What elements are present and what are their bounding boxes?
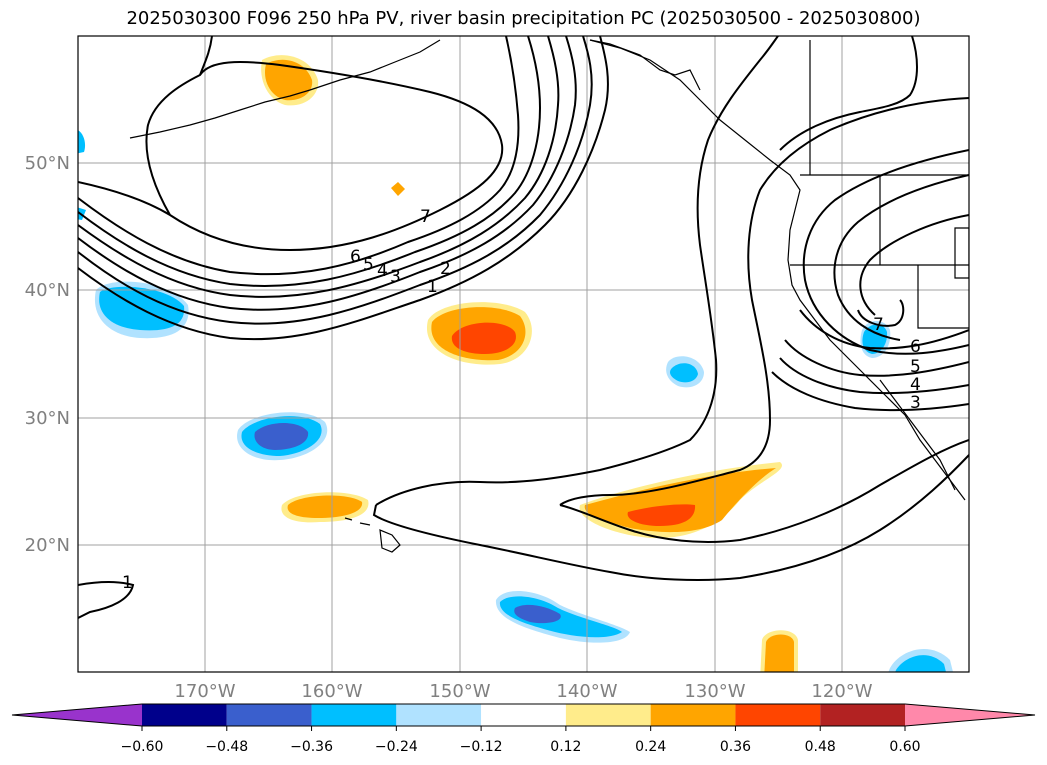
pv-contour-line [375,36,779,506]
lon-tick-label: 160°W [301,681,362,702]
chart-title: 2025030300 F096 250 hPa PV, river basin … [126,8,921,29]
pv-contour-line [559,439,969,543]
precip-pos-patch [451,322,516,354]
map-area [78,36,969,672]
contour-label-1: 1 [122,573,133,593]
pv-contour-line [802,149,969,355]
contour-label-5: 5 [910,357,921,377]
lon-tick-label: 150°W [429,681,490,702]
precip-pos-patch [391,182,405,196]
colorbar-segment [311,704,397,726]
pv-contours [78,36,969,619]
pv-contour-line [799,309,969,350]
contour-label-4: 4 [910,375,921,395]
precip-neg-patch [78,130,85,154]
precip-neg-patch [862,324,888,354]
alaska-coast [589,39,701,91]
pv-contour-line [859,214,969,316]
precip-neg-patch [254,423,309,450]
contour-label-7: 7 [873,315,884,335]
precip-neg-patch [670,363,698,383]
precip-pos-patch [627,504,696,526]
pv-contour-line [779,36,918,151]
coastlines [129,39,969,553]
contour-label-6: 6 [910,337,921,357]
colorbar-segment [396,704,482,726]
state-border [954,227,969,279]
contour-label-4: 4 [377,261,388,281]
pv-contour-line [779,357,969,395]
colorbar-segment [565,704,651,726]
precip-neg-patch [514,604,561,624]
contour-label-5: 5 [363,255,374,275]
colorbar-tick-label: −0.60 [121,739,164,755]
colorbar-tick-label: −0.12 [460,739,503,755]
pv-contour-line [78,36,542,287]
colorbar-tick-label: −0.36 [290,739,333,755]
baja-coast [879,379,956,491]
lon-tick-label: 170°W [174,681,235,702]
colorbar-extend-max [905,704,1035,726]
colorbar-segment [650,704,736,726]
pv-contour-line [784,339,969,377]
colorbar-segment [820,704,905,726]
lat-tick-label: 50°N [25,153,70,174]
lat-tick-labels: 20°N 30°N 40°N 50°N [25,153,70,556]
colorbar-tick-label: 0.12 [550,739,581,755]
contour-label-1: 1 [427,277,438,297]
contour-label-6: 6 [350,247,361,267]
pv-contour-line [78,61,504,252]
colorbar-tick-label: 0.24 [635,739,666,755]
contour-label-3: 3 [390,267,401,287]
lon-tick-label: 130°W [684,681,745,702]
pv-contour-line [857,299,905,327]
pv-contour-line [78,36,577,311]
colorbar: −0.60 −0.48 −0.36 −0.24 −0.12 0.12 0.24 0.36 0.4… [11,703,1036,755]
precip-neg-patch [78,207,86,220]
pv-contour-line [78,581,135,619]
colorbar-extend-min [12,704,142,726]
precip-neg-patch [895,655,946,672]
aleutian-coast [129,39,441,139]
north-america-coast [589,39,966,501]
lat-tick-label: 20°N [25,535,70,556]
pv-contour-line [78,36,560,298]
colorbar-tick-label: 0.48 [805,739,836,755]
pv-contour-line [78,36,609,341]
precip-pos-patch [287,495,363,518]
map-frame [77,35,970,673]
colorbar-tick-label: 0.60 [889,739,920,755]
lon-tick-labels: 170°W 160°W 150°W 140°W 130°W 120°W [174,681,872,702]
colorbar-tick-label: 0.36 [720,739,751,755]
pv-contour-line [771,371,969,412]
pv-contour-line [372,454,969,581]
pv-contour-line [833,174,969,341]
gridlines [78,36,969,672]
colorbar-segment [142,704,227,726]
colorbar-segment [481,704,566,726]
hawaii-coast [379,529,401,553]
contour-label-7: 7 [420,207,431,227]
contour-label-2: 2 [440,259,451,279]
pv-contour-line [78,36,520,276]
lon-tick-label: 140°W [556,681,617,702]
colorbar-segment [735,704,821,726]
hawaii-coast [344,517,371,526]
colorbar-tick-label: −0.24 [375,739,418,755]
pv-contour-line [78,36,593,325]
lat-tick-label: 30°N [25,408,70,429]
pv-contour-line [199,36,213,76]
pv-contour-line [559,97,969,506]
colorbar-tick-label: −0.48 [205,739,248,755]
contour-labels: 7 6 5 4 3 2 1 1 7 6 5 4 3 [122,207,921,593]
precip-pos-patch [264,59,313,101]
colorbar-segment [226,704,312,726]
precip-pos-patch [764,634,794,672]
contour-label-3: 3 [910,393,921,413]
lon-tick-label: 120°W [811,681,872,702]
lat-tick-label: 40°N [25,280,70,301]
state-border [917,265,969,329]
